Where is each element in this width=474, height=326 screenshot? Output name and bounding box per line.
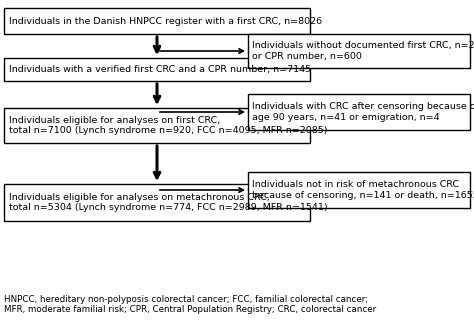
Bar (4, 58, 310, 81)
Bar (4, 108, 310, 143)
Bar (4, 8, 310, 34)
Bar (248, 172, 470, 208)
Text: Individuals not in risk of metachronous CRC
because of censoring, n=141 or death: Individuals not in risk of metachronous … (252, 180, 474, 200)
Bar (248, 94, 470, 130)
Text: Individuals in the Danish HNPCC register with a first CRC, n=8026: Individuals in the Danish HNPCC register… (9, 17, 322, 25)
Text: HNPCC, hereditary non-polyposis colorectal cancer; FCC, familial colorectal canc: HNPCC, hereditary non-polyposis colorect… (4, 295, 376, 314)
Text: Individuals without documented first CRC, n=281
or CPR number, n=600: Individuals without documented first CRC… (252, 41, 474, 61)
Bar (248, 34, 470, 68)
Text: Individuals with a verified first CRC and a CPR number, n=7145: Individuals with a verified first CRC an… (9, 65, 311, 74)
Text: Individuals with CRC after censoring because of
age 90 years, n=41 or emigration: Individuals with CRC after censoring bec… (252, 102, 474, 122)
Bar (4, 184, 310, 221)
Text: Individuals eligible for analyses on metachronous CRC,
total n=5304 (Lynch syndr: Individuals eligible for analyses on met… (9, 193, 328, 212)
Text: Individuals eligible for analyses on first CRC,
total n=7100 (Lynch syndrome n=9: Individuals eligible for analyses on fir… (9, 116, 328, 135)
